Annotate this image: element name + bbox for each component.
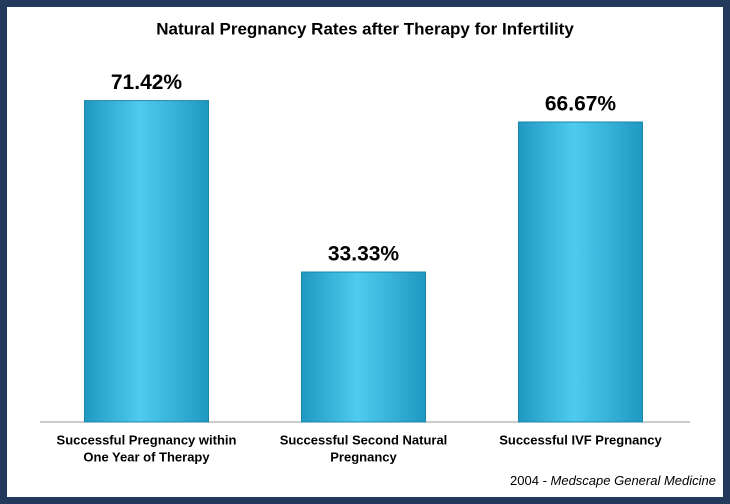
x-tick-label: One Year of Therapy	[83, 449, 210, 464]
value-label: 33.33%	[328, 243, 400, 266]
source-publication: Medscape General Medicine	[551, 473, 716, 488]
source: 2004 - Medscape General Medicine	[510, 473, 716, 488]
x-tick-label: Successful Second Natural	[280, 432, 448, 447]
value-label: 71.42%	[111, 71, 183, 94]
x-tick-label: Successful Pregnancy within	[57, 432, 237, 447]
x-tick-label: Successful IVF Pregnancy	[499, 432, 662, 447]
bar	[301, 271, 426, 423]
bar	[518, 121, 643, 423]
value-label: 66.67%	[545, 93, 617, 116]
bar	[84, 100, 209, 423]
chart-title: Natural Pregnancy Rates after Therapy fo…	[156, 19, 574, 38]
x-tick-label: Pregnancy	[330, 449, 397, 464]
source-year: 2004 -	[510, 473, 550, 488]
